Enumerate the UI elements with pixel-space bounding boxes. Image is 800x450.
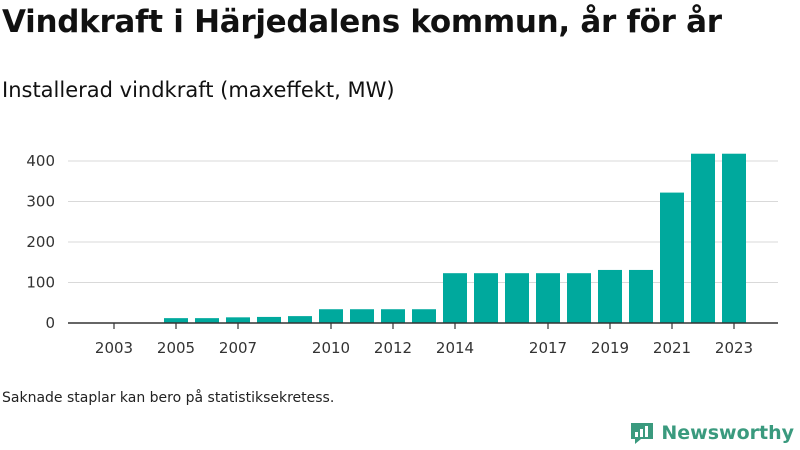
- x-tick-label: 2010: [312, 339, 350, 357]
- brand-logo: Newsworthy: [629, 420, 794, 446]
- bar-2016: [505, 273, 529, 323]
- bars: [164, 153, 746, 323]
- x-tick-label: 2005: [157, 339, 195, 357]
- brand-name: Newsworthy: [661, 422, 794, 444]
- bar-2013: [412, 309, 436, 323]
- bar-2008: [257, 316, 281, 323]
- bar-2005: [164, 318, 188, 323]
- newsworthy-logo-icon: [631, 423, 654, 444]
- y-tick-label: 400: [26, 152, 55, 170]
- x-tick-label: 2014: [436, 339, 474, 357]
- y-tick-label: 200: [26, 233, 55, 251]
- x-tick-label: 2023: [715, 339, 753, 357]
- x-tick-label: 2021: [653, 339, 691, 357]
- bar-2022: [691, 153, 715, 323]
- x-tick-label: 2007: [219, 339, 257, 357]
- bar-2015: [474, 273, 498, 323]
- y-tick-label: 0: [45, 314, 55, 332]
- chart-title: Vindkraft i Härjedalens kommun, år för å…: [2, 4, 722, 40]
- grid-lines: [68, 160, 778, 283]
- bar-2020: [629, 269, 653, 323]
- y-axis-labels: 0 100 200 300 400: [26, 152, 55, 332]
- bar-2006: [195, 318, 219, 323]
- x-tick-label: 2019: [591, 339, 629, 357]
- bar-2014: [443, 273, 467, 323]
- bar-2019: [598, 269, 622, 323]
- bar-2017: [536, 273, 560, 323]
- bar-2011: [350, 309, 374, 323]
- x-tick-label: 2017: [529, 339, 567, 357]
- bar-2010: [319, 309, 343, 323]
- y-tick-label: 100: [26, 274, 55, 292]
- bar-2023: [722, 153, 746, 323]
- bar-2021: [660, 192, 684, 323]
- x-axis-labels: 2003 2005 2007 2010 2012 2014 2017 2019 2021 2023: [95, 339, 753, 357]
- chart-subtitle: Installerad vindkraft (maxeffekt, MW): [2, 78, 395, 102]
- y-tick-label: 300: [26, 193, 55, 211]
- x-tick-label: 2012: [374, 339, 412, 357]
- x-axis: [68, 322, 778, 329]
- bar-2007: [226, 317, 250, 323]
- bar-2018: [567, 273, 591, 323]
- bar-2012: [381, 309, 405, 323]
- x-tick-label: 2003: [95, 339, 133, 357]
- footnote: Saknade staplar kan bero på statistiksek…: [2, 390, 335, 406]
- bar-2009: [288, 316, 312, 323]
